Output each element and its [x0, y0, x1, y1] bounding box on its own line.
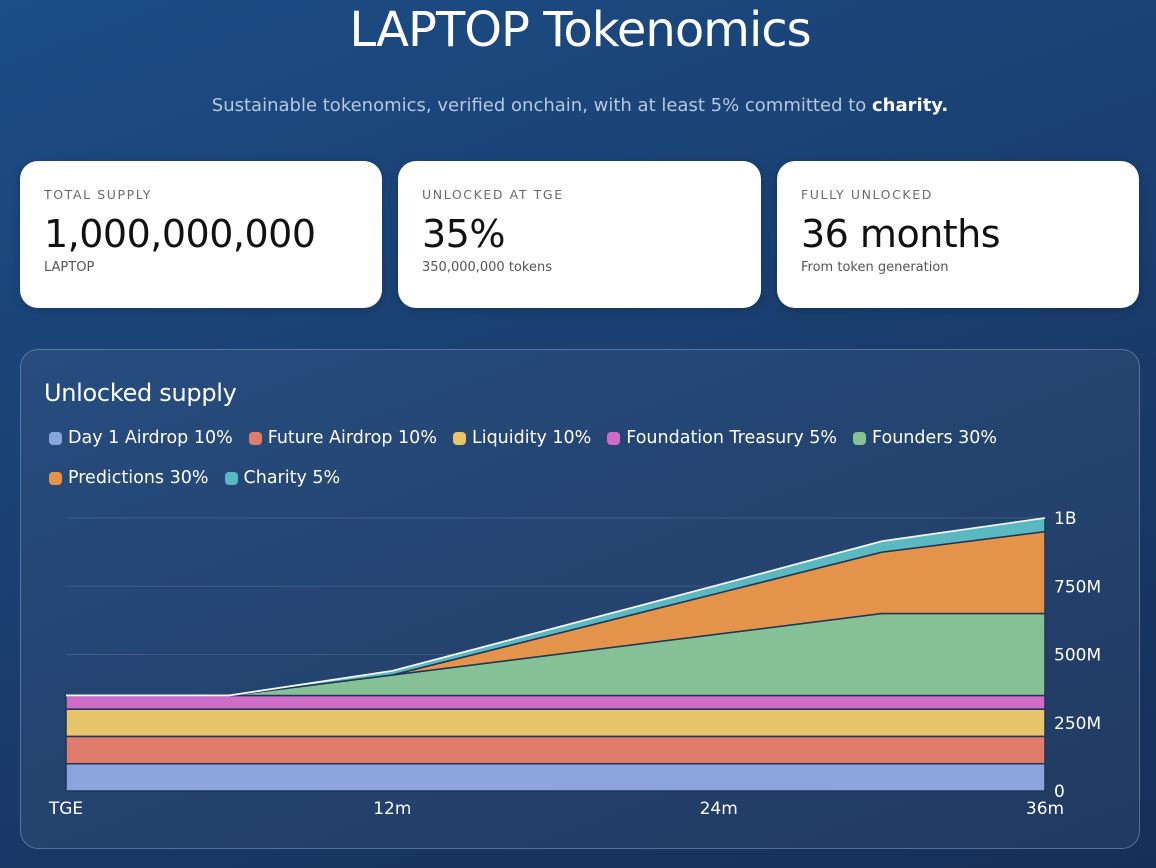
- page-title: LAPTOP Tokenomics: [349, 2, 811, 58]
- legend-item[interactable]: Liquidity 10%: [452, 427, 592, 449]
- stat-label: FULLY UNLOCKED: [801, 187, 933, 202]
- x-tick-label: TGE: [48, 799, 83, 819]
- area-series: [65, 762, 1046, 792]
- legend-item[interactable]: Founders 30%: [853, 427, 997, 449]
- y-tick-label: 500M: [1054, 646, 1101, 666]
- legend-label: Liquidity 10%: [471, 428, 592, 448]
- stat-value: 36 months: [801, 212, 1001, 256]
- subtitle-highlight: charity.: [872, 95, 949, 116]
- stat-value: 1,000,000,000: [44, 212, 316, 256]
- x-tick-label: 12m: [373, 799, 411, 819]
- legend-swatch: [452, 431, 466, 445]
- y-tick-label: 1B: [1054, 509, 1076, 529]
- stat-label: UNLOCKED AT TGE: [422, 187, 564, 202]
- legend-label: Future Airdrop 10%: [267, 428, 437, 448]
- area-series: [65, 694, 1046, 710]
- legend-item[interactable]: Future Airdrop 10%: [248, 427, 437, 449]
- chart-title: Unlocked supply: [44, 379, 237, 407]
- legend-swatch: [248, 431, 262, 445]
- area-series: [65, 735, 1046, 765]
- area-series: [65, 708, 1046, 738]
- stat-card-unlocked-at-tge: UNLOCKED AT TGE 35% 350,000,000 tokens: [398, 161, 761, 308]
- x-tick-label: 36m: [1026, 799, 1064, 819]
- stat-sub: From token generation: [801, 260, 949, 275]
- subtitle-text: Sustainable tokenomics, verified onchain…: [211, 95, 873, 116]
- x-tick-label: 24m: [700, 799, 738, 819]
- total-outline: [66, 517, 1046, 697]
- legend-item[interactable]: Day 1 Airdrop 10%: [49, 427, 233, 449]
- stat-card-total-supply: TOTAL SUPPLY 1,000,000,000 LAPTOP: [20, 161, 382, 308]
- stat-label: TOTAL SUPPLY: [44, 187, 152, 202]
- legend-label: Day 1 Airdrop 10%: [68, 428, 233, 448]
- legend-swatch: [49, 471, 62, 485]
- page-subtitle: Sustainable tokenomics, verified onchain…: [0, 95, 1156, 116]
- y-tick-label: 750M: [1054, 577, 1101, 597]
- y-tick-label: 0: [1054, 782, 1065, 802]
- stat-sub: 350,000,000 tokens: [422, 260, 552, 275]
- stat-value: 35%: [422, 212, 505, 256]
- legend-item[interactable]: Charity 5%: [224, 467, 341, 489]
- legend-label: Predictions 30%: [68, 468, 209, 488]
- stat-sub: LAPTOP: [44, 260, 95, 275]
- legend-item[interactable]: Foundation Treasury 5%: [607, 427, 837, 449]
- legend-swatch: [607, 431, 621, 445]
- stat-card-fully-unlocked: FULLY UNLOCKED 36 months From token gene…: [777, 161, 1139, 308]
- legend-label: Charity 5%: [243, 468, 341, 488]
- legend-item[interactable]: Predictions 30%: [49, 467, 209, 489]
- y-tick-label: 250M: [1054, 714, 1101, 734]
- legend-label: Foundation Treasury 5%: [626, 428, 838, 448]
- legend-swatch: [853, 431, 867, 445]
- legend-label: Founders 30%: [872, 428, 998, 448]
- chart-legend: Day 1 Airdrop 10% Future Airdrop 10% Liqui…: [49, 427, 1069, 489]
- legend-swatch: [224, 471, 238, 485]
- legend-swatch: [49, 431, 62, 445]
